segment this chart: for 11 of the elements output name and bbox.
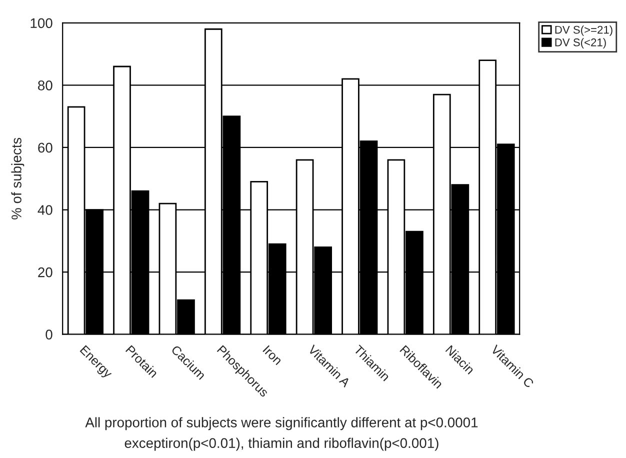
text: All proportion of subjects were significantly different at p<0.0001 bbox=[85, 417, 478, 430]
y-tick-label: 20 bbox=[38, 267, 52, 278]
text: exceptiron(p<0.01), thiamin and riboflavin(p<0.001) bbox=[124, 438, 438, 451]
y-tick-label: 100 bbox=[30, 18, 52, 28]
y-axis-title: % of subjects bbox=[11, 138, 24, 220]
y-tick-label: 40 bbox=[38, 205, 52, 215]
legend-label: DV S(<21) bbox=[555, 38, 606, 48]
legend-label: DV S(>=21) bbox=[555, 26, 612, 36]
y-tick-label: 80 bbox=[38, 80, 52, 90]
y-tick-label: 0 bbox=[46, 330, 52, 340]
y-tick-label: 60 bbox=[38, 142, 52, 153]
